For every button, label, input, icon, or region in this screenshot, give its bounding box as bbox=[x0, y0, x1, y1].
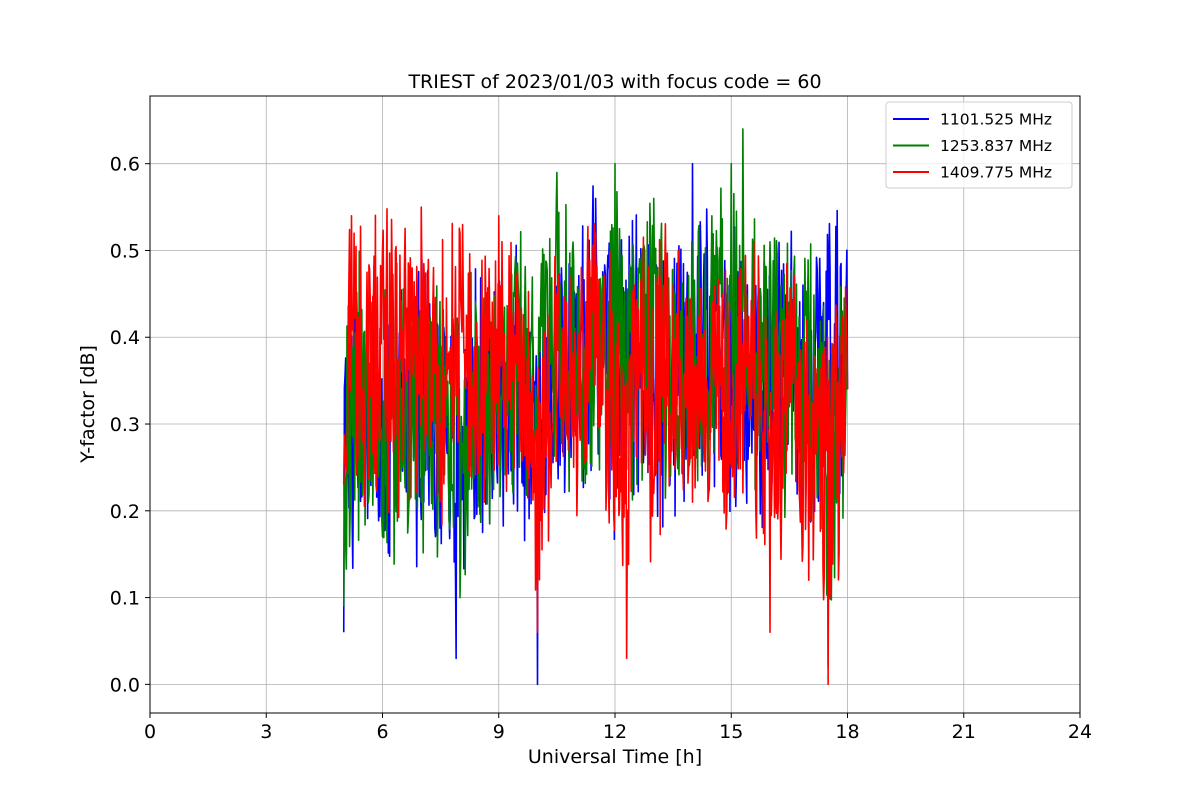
x-tick-label: 18 bbox=[835, 721, 859, 743]
y-tick-label: 0.0 bbox=[110, 674, 140, 696]
x-axis: 0 3 6 9 12 15 18 21 24 bbox=[144, 713, 1092, 743]
y-tick-label: 0.6 bbox=[110, 154, 140, 176]
x-tick-label: 21 bbox=[952, 721, 976, 743]
y-axis-label: Y-factor [dB] bbox=[77, 345, 99, 464]
y-tick-label: 0.3 bbox=[110, 414, 140, 436]
x-axis-label: Universal Time [h] bbox=[528, 746, 702, 768]
x-tick-label: 3 bbox=[260, 721, 272, 743]
legend: 1101.525 MHz 1253.837 MHz 1409.775 MHz bbox=[885, 101, 1073, 189]
legend-entry-label: 1253.837 MHz bbox=[940, 137, 1052, 155]
x-tick-label: 12 bbox=[603, 721, 627, 743]
y-tick-label: 0.2 bbox=[110, 501, 140, 523]
series-line bbox=[342, 206, 849, 686]
y-tick-label: 0.5 bbox=[110, 240, 140, 262]
x-tick-label: 6 bbox=[376, 721, 388, 743]
legend-box bbox=[885, 101, 1073, 189]
legend-entry-label: 1409.775 MHz bbox=[940, 164, 1052, 182]
x-tick-label: 15 bbox=[719, 721, 743, 743]
x-tick-label: 0 bbox=[144, 721, 156, 743]
y-axis: 0.0 0.1 0.2 0.3 0.4 0.5 0.6 bbox=[110, 154, 150, 696]
x-tick-label: 24 bbox=[1068, 721, 1092, 743]
series-layer bbox=[342, 128, 849, 686]
y-tick-label: 0.4 bbox=[110, 327, 140, 349]
x-tick-label: 9 bbox=[493, 721, 505, 743]
y-tick-label: 0.1 bbox=[110, 588, 140, 610]
legend-entry-label: 1101.525 MHz bbox=[940, 111, 1052, 129]
chart-title: TRIEST of 2023/01/03 with focus code = 6… bbox=[407, 71, 821, 93]
